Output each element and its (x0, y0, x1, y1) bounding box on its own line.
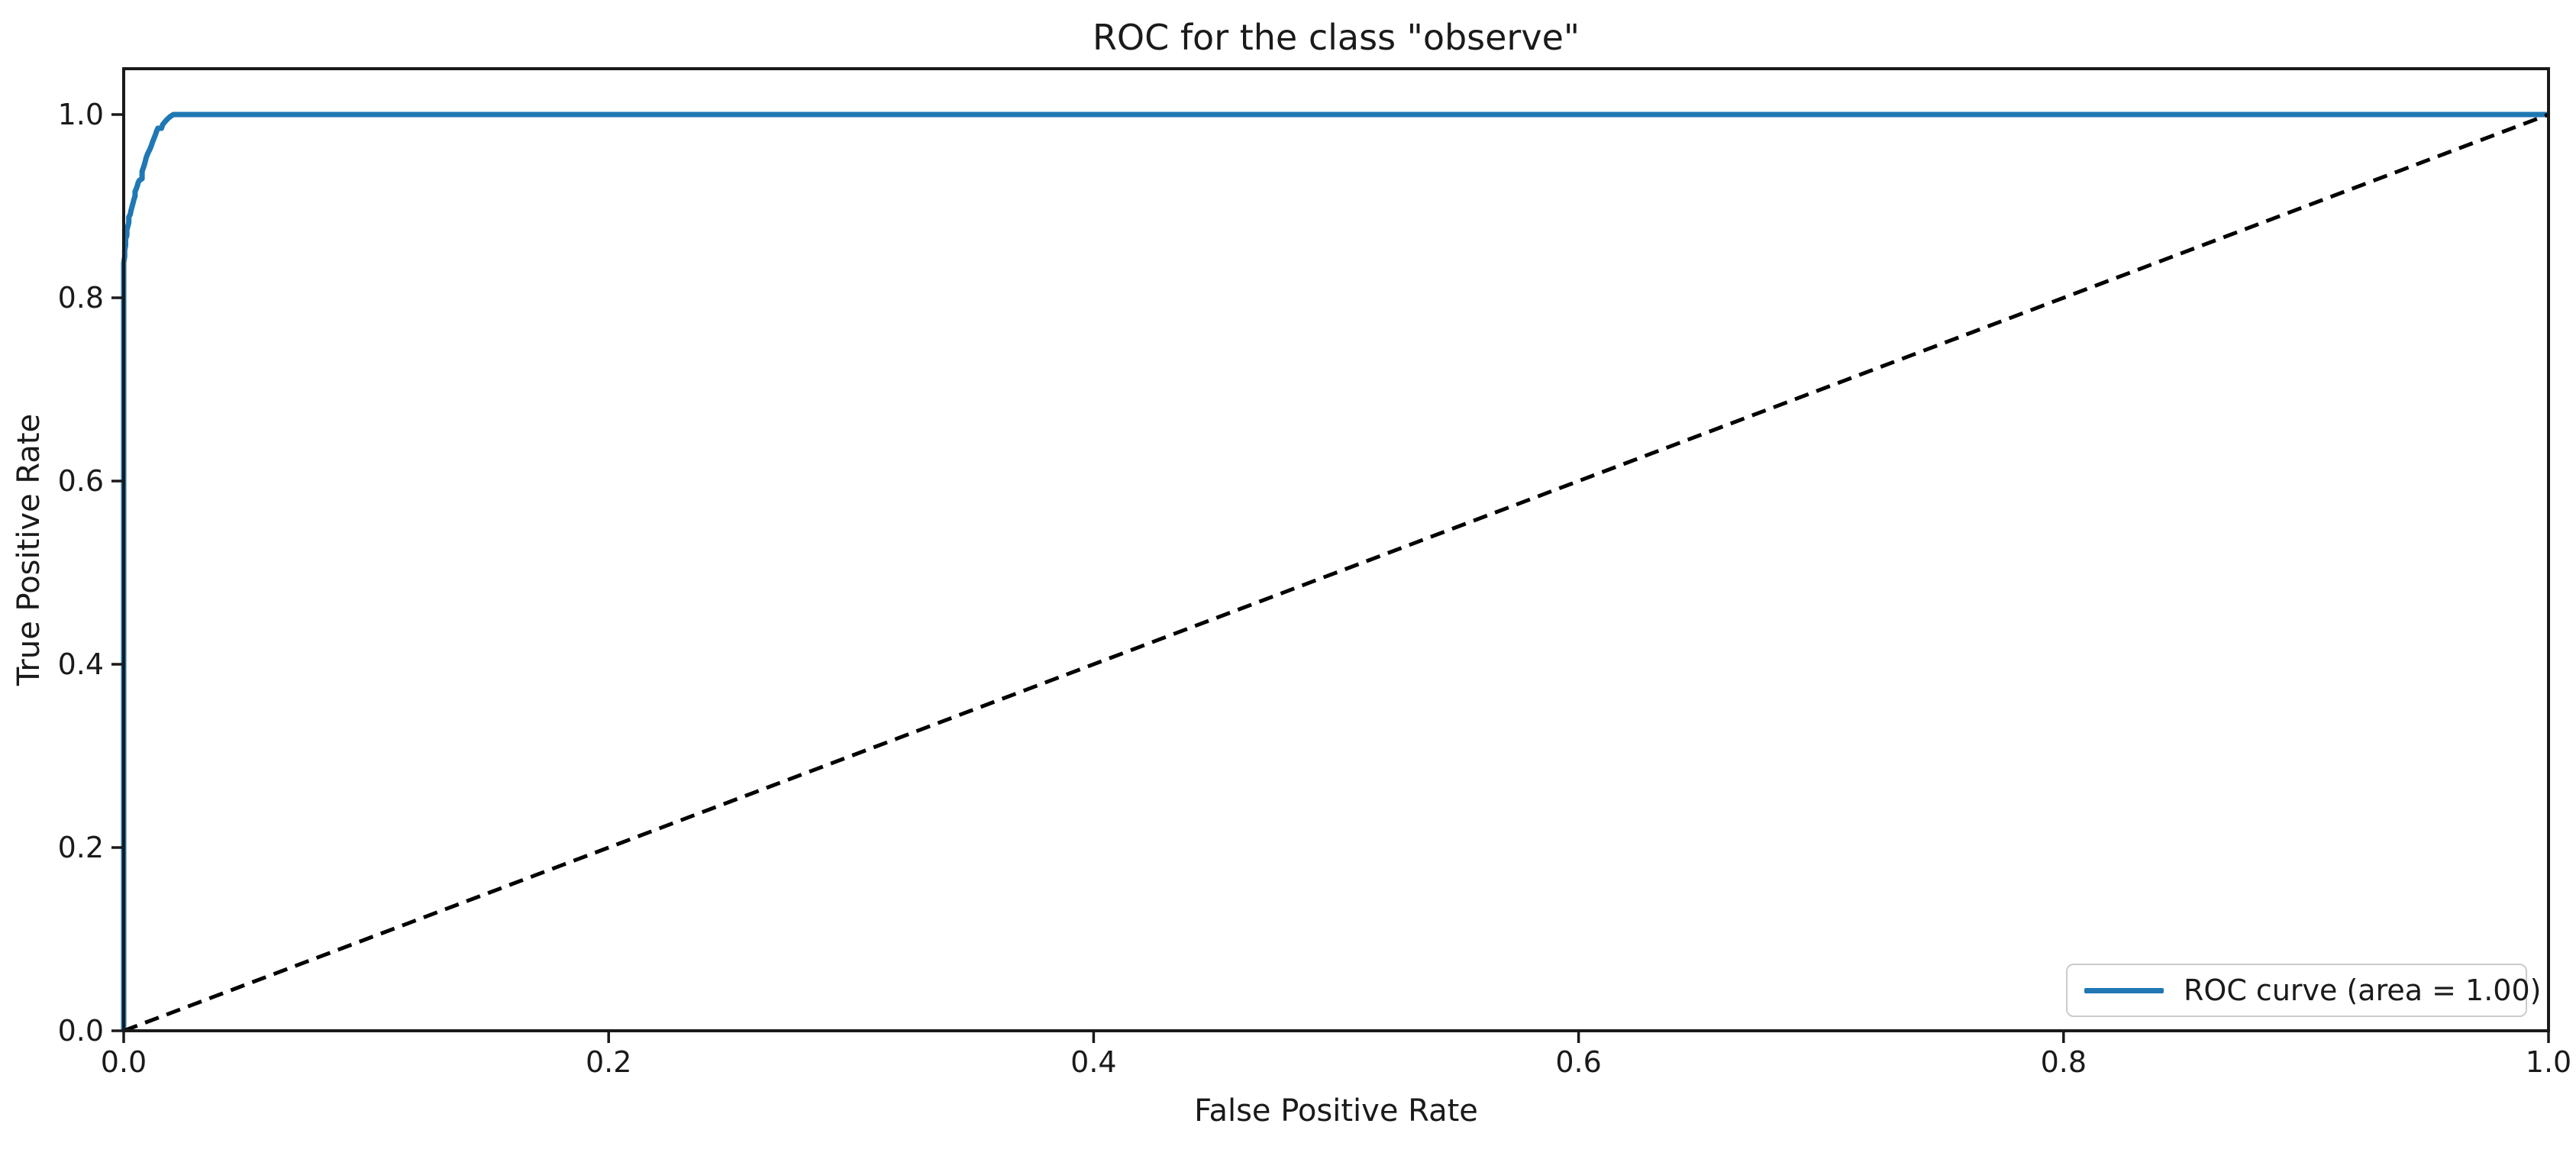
y-tick-label: 0.0 (58, 1014, 104, 1048)
x-tick-label: 0.4 (1070, 1045, 1116, 1079)
y-tick-label: 0.6 (58, 464, 104, 498)
chance-diagonal-line (123, 112, 2549, 1033)
x-tick-label: 0.8 (2041, 1045, 2087, 1079)
plot-border (122, 67, 2550, 1032)
y-tick-label: 0.8 (58, 281, 104, 315)
x-tick-label: 0.0 (101, 1045, 147, 1079)
legend-line-sample (2084, 987, 2164, 993)
x-tick-label: 0.2 (586, 1045, 631, 1079)
y-tick-label: 1.0 (58, 98, 104, 131)
y-tick-label: 0.4 (58, 647, 104, 681)
x-axis-label: False Positive Rate (1194, 1093, 1478, 1129)
x-tick-label: 1.0 (2526, 1045, 2571, 1079)
legend-label: ROC curve (area = 1.00) (2184, 974, 2542, 1007)
legend: ROC curve (area = 1.00) (2066, 964, 2541, 1017)
y-tick-label: 0.2 (58, 831, 104, 864)
roc-curve-line (121, 111, 2549, 1031)
chart-title: ROC for the class "observe" (1092, 17, 1580, 58)
x-tick-label: 0.6 (1555, 1045, 1601, 1079)
y-axis-label: True Positive Rate (11, 413, 47, 686)
